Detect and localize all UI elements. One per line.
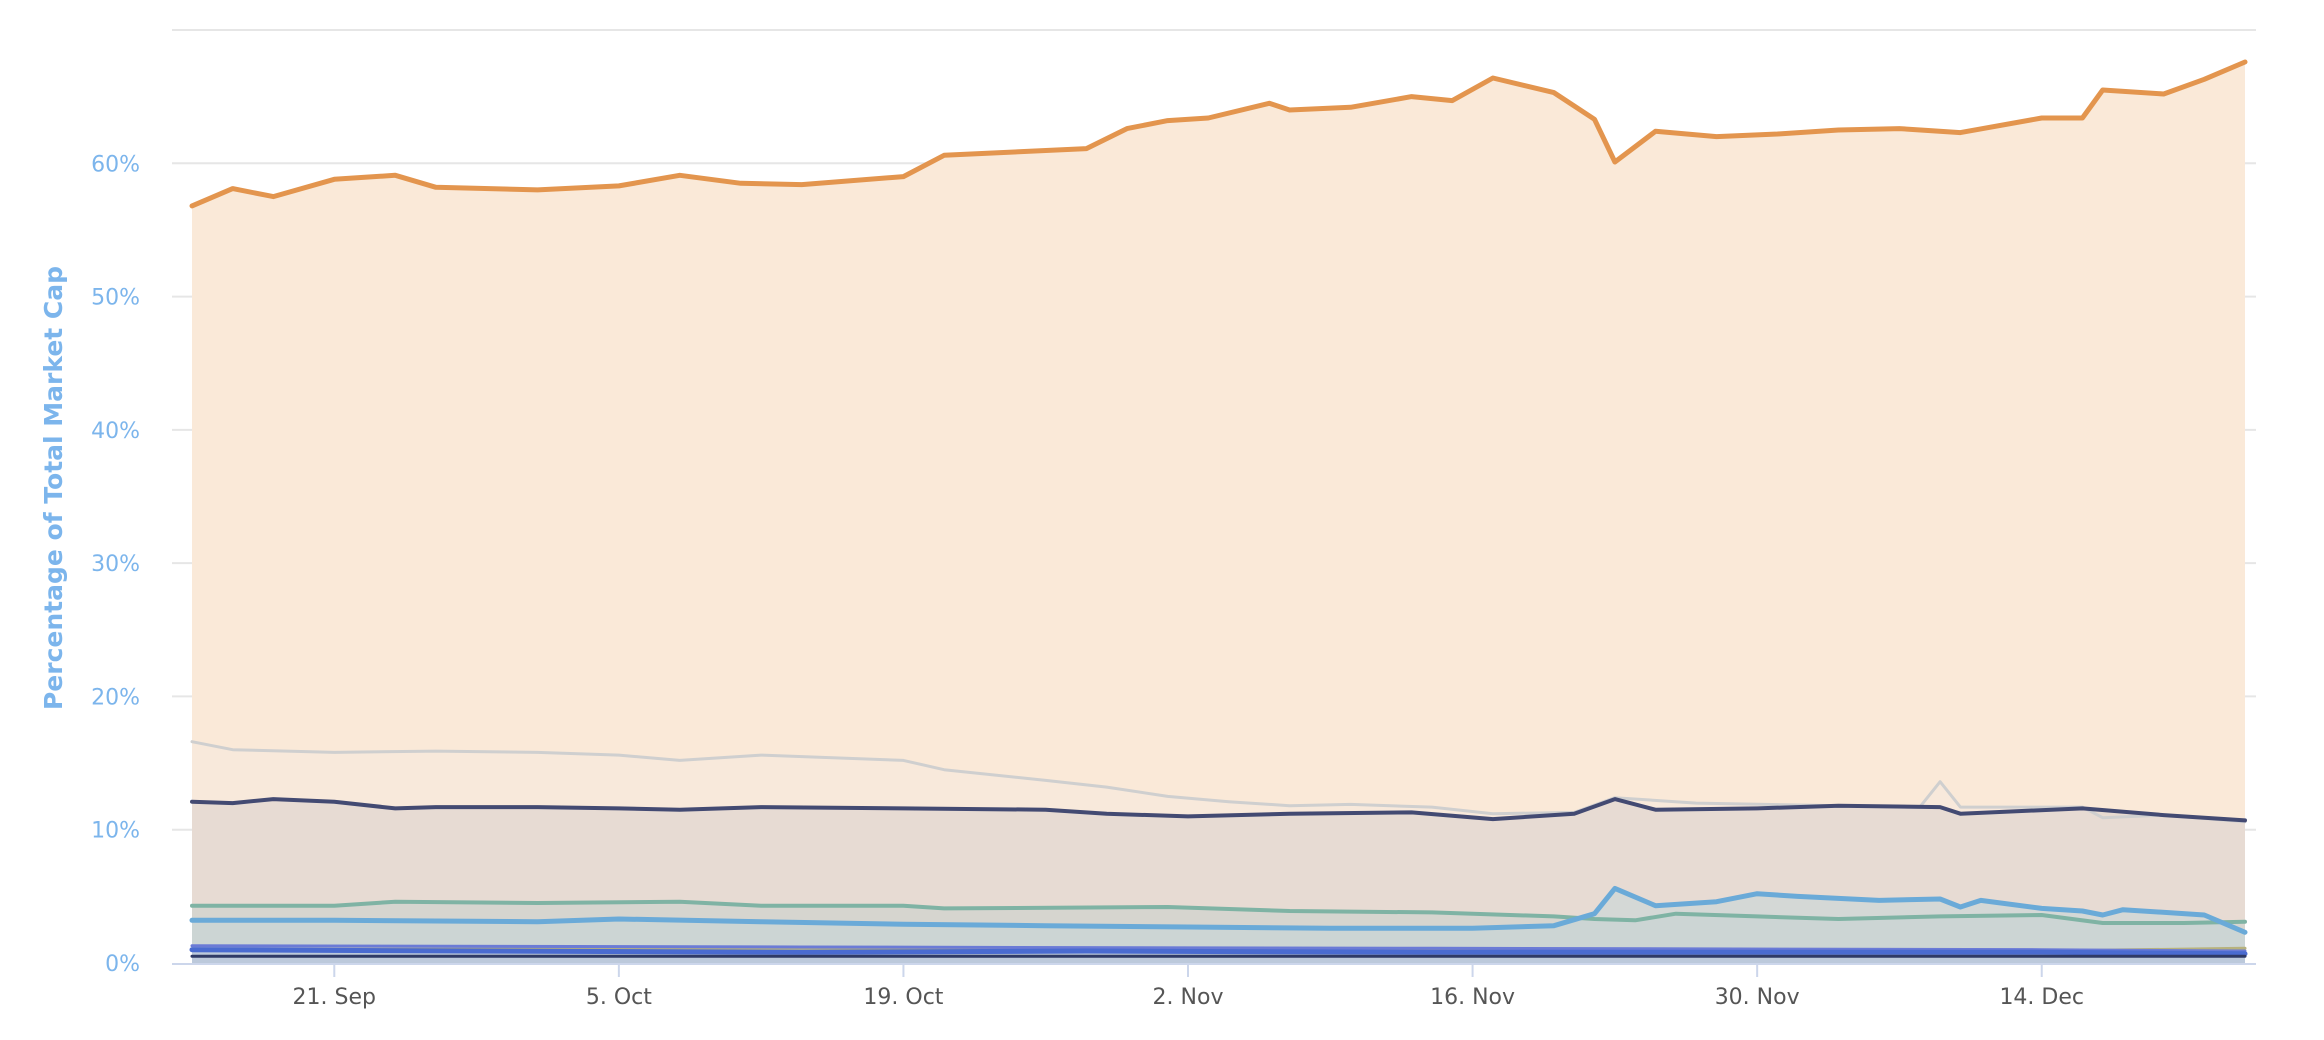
y-tick-label: 40% <box>91 419 140 444</box>
x-tick-label: 16. Nov <box>1430 985 1515 1010</box>
series-line <box>190 797 2247 823</box>
y-tick-label: 30% <box>91 552 140 577</box>
x-tick-label: 5. Oct <box>586 985 652 1010</box>
series-line <box>190 740 2247 824</box>
y-tick-label: 10% <box>91 819 140 844</box>
y-axis-ticks: 0% 10% 20% 30% 40% 50% 60% <box>91 152 140 977</box>
series-line <box>189 885 2248 935</box>
x-tick-label: 2. Nov <box>1153 985 1224 1010</box>
y-tick-label: 50% <box>91 286 140 311</box>
x-tick-label: 30. Nov <box>1715 985 1800 1010</box>
x-tick-label: 19. Oct <box>863 985 943 1010</box>
series-line <box>189 947 2248 957</box>
series-line <box>190 944 2247 953</box>
x-tick-label: 21. Sep <box>293 985 376 1010</box>
x-tick-label: 14. Dec <box>1999 985 2084 1010</box>
series-area <box>192 888 2245 963</box>
series-line <box>189 59 2248 209</box>
y-tick-label: 20% <box>91 685 140 710</box>
series-areas <box>192 62 2245 963</box>
y-axis-title: Percentage of Total Market Cap <box>39 266 68 710</box>
series-lines <box>189 59 2248 958</box>
y-tick-label: 0% <box>105 952 140 977</box>
x-axis: 21. Sep 5. Oct 19. Oct 2. Nov 16. Nov 30. Nov… <box>172 963 2256 1010</box>
y-tick-label: 60% <box>91 152 140 177</box>
series-line <box>190 899 2247 925</box>
series-area <box>192 62 2245 963</box>
